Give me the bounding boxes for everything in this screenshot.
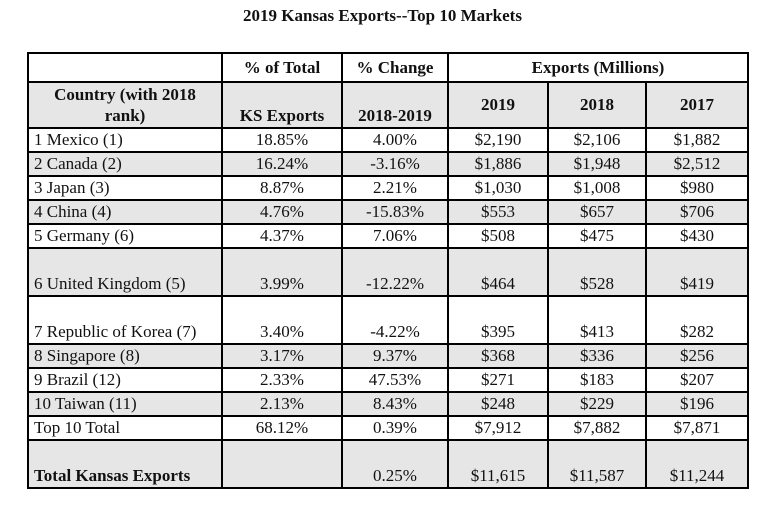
table-row: 7 Republic of Korea (7) 3.40% -4.22% $39… [27, 295, 749, 345]
country-cell: 2 Canada (2) [27, 151, 223, 177]
exports-2018-cell: $229 [547, 391, 647, 417]
pct-total-cell: 18.85% [221, 127, 343, 153]
exports-2018-cell: $528 [547, 247, 647, 297]
exports-2019-cell: $2,190 [447, 127, 549, 153]
header-row-top: % of Total % Change Exports (Millions) [27, 52, 749, 83]
exports-2019-cell: $7,912 [447, 415, 549, 441]
exports-2017-cell: $11,244 [645, 439, 749, 489]
pct-total-cell: 4.76% [221, 199, 343, 225]
top10-total-row: Top 10 Total 68.12% 0.39% $7,912 $7,882 … [27, 415, 749, 441]
pct-total-cell: 3.17% [221, 343, 343, 369]
exports-2019-cell: $395 [447, 295, 549, 345]
exports-2018-cell: $11,587 [547, 439, 647, 489]
exports-2018-cell: $7,882 [547, 415, 647, 441]
exports-table: % of Total % Change Exports (Millions) C… [27, 52, 749, 489]
pct-total-cell: 8.87% [221, 175, 343, 201]
pct-total-cell: 3.99% [221, 247, 343, 297]
exports-2017-cell: $282 [645, 295, 749, 345]
exports-2019-cell: $11,615 [447, 439, 549, 489]
pct-change-cell: -12.22% [341, 247, 449, 297]
pct-change-cell: 47.53% [341, 367, 449, 393]
table-row: 8 Singapore (8) 3.17% 9.37% $368 $336 $2… [27, 343, 749, 369]
pct-change-cell: -4.22% [341, 295, 449, 345]
pct-total-cell: 3.40% [221, 295, 343, 345]
table-row: 6 United Kingdom (5) 3.99% -12.22% $464 … [27, 247, 749, 297]
exports-2017-cell: $980 [645, 175, 749, 201]
header-ks-exports: KS Exports [221, 81, 343, 129]
exports-2017-cell: $2,512 [645, 151, 749, 177]
pct-total-cell: 4.37% [221, 223, 343, 249]
pct-total-cell: 2.33% [221, 367, 343, 393]
exports-2019-cell: $508 [447, 223, 549, 249]
pct-total-cell: 68.12% [221, 415, 343, 441]
exports-2018-cell: $183 [547, 367, 647, 393]
country-cell: 7 Republic of Korea (7) [27, 295, 223, 345]
table-row: 1 Mexico (1) 18.85% 4.00% $2,190 $2,106 … [27, 127, 749, 153]
kansas-total-row: Total Kansas Exports 0.25% $11,615 $11,5… [27, 439, 749, 489]
exports-2017-cell: $419 [645, 247, 749, 297]
country-cell: 5 Germany (6) [27, 223, 223, 249]
table-row: 4 China (4) 4.76% -15.83% $553 $657 $706 [27, 199, 749, 225]
table-row: 5 Germany (6) 4.37% 7.06% $508 $475 $430 [27, 223, 749, 249]
pct-change-cell: 2.21% [341, 175, 449, 201]
exports-2019-cell: $553 [447, 199, 549, 225]
table-row: 3 Japan (3) 8.87% 2.21% $1,030 $1,008 $9… [27, 175, 749, 201]
pct-change-cell: 8.43% [341, 391, 449, 417]
exports-2019-cell: $271 [447, 367, 549, 393]
exports-2018-cell: $1,008 [547, 175, 647, 201]
country-cell: Top 10 Total [27, 415, 223, 441]
pct-total-cell: 2.13% [221, 391, 343, 417]
exports-2017-cell: $7,871 [645, 415, 749, 441]
pct-total-cell: 16.24% [221, 151, 343, 177]
exports-2019-cell: $1,030 [447, 175, 549, 201]
pct-change-cell: 7.06% [341, 223, 449, 249]
header-exports: Exports (Millions) [447, 52, 749, 83]
exports-2018-cell: $1,948 [547, 151, 647, 177]
table-row: 10 Taiwan (11) 2.13% 8.43% $248 $229 $19… [27, 391, 749, 417]
header-pct-change: % Change [341, 52, 449, 83]
header-row-sub: Country (with 2018 rank) KS Exports 2018… [27, 81, 749, 129]
exports-2017-cell: $256 [645, 343, 749, 369]
exports-2018-cell: $336 [547, 343, 647, 369]
header-blank [27, 52, 223, 83]
header-country: Country (with 2018 rank) [27, 81, 223, 129]
pct-total-cell [221, 439, 343, 489]
header-pct-total: % of Total [221, 52, 343, 83]
exports-2018-cell: $475 [547, 223, 647, 249]
exports-2017-cell: $196 [645, 391, 749, 417]
table-row: 9 Brazil (12) 2.33% 47.53% $271 $183 $20… [27, 367, 749, 393]
pct-change-cell: 9.37% [341, 343, 449, 369]
exports-2017-cell: $706 [645, 199, 749, 225]
country-cell: 1 Mexico (1) [27, 127, 223, 153]
exports-2018-cell: $657 [547, 199, 647, 225]
pct-change-cell: 0.25% [341, 439, 449, 489]
country-cell: 9 Brazil (12) [27, 367, 223, 393]
exports-2019-cell: $464 [447, 247, 549, 297]
pct-change-cell: -3.16% [341, 151, 449, 177]
pct-change-cell: 4.00% [341, 127, 449, 153]
country-cell: Total Kansas Exports [27, 439, 223, 489]
country-cell: 3 Japan (3) [27, 175, 223, 201]
exports-2019-cell: $368 [447, 343, 549, 369]
country-cell: 10 Taiwan (11) [27, 391, 223, 417]
country-cell: 6 United Kingdom (5) [27, 247, 223, 297]
header-2019: 2019 [447, 81, 549, 129]
exports-2017-cell: $1,882 [645, 127, 749, 153]
exports-2017-cell: $430 [645, 223, 749, 249]
pct-change-cell: 0.39% [341, 415, 449, 441]
exports-2018-cell: $2,106 [547, 127, 647, 153]
country-cell: 4 China (4) [27, 199, 223, 225]
pct-change-cell: -15.83% [341, 199, 449, 225]
header-2018: 2018 [547, 81, 647, 129]
exports-2019-cell: $1,886 [447, 151, 549, 177]
country-cell: 8 Singapore (8) [27, 343, 223, 369]
table-title: 2019 Kansas Exports--Top 10 Markets [243, 6, 522, 25]
header-period: 2018-2019 [341, 81, 449, 129]
header-2017: 2017 [645, 81, 749, 129]
exports-2019-cell: $248 [447, 391, 549, 417]
exports-2018-cell: $413 [547, 295, 647, 345]
exports-2017-cell: $207 [645, 367, 749, 393]
table-row: 2 Canada (2) 16.24% -3.16% $1,886 $1,948… [27, 151, 749, 177]
